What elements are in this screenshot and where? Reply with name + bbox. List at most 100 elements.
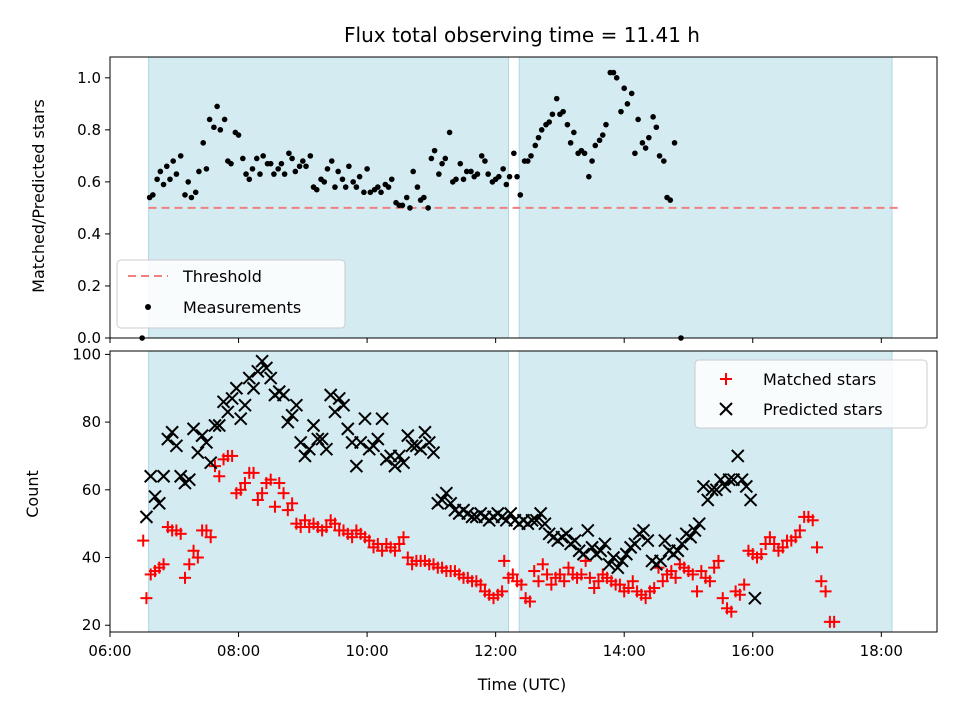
matched-star-point [256,487,269,500]
bottom-x-tick-label: 10:00 [345,642,388,660]
bottom-x-axis-label: Time (UTC) [477,675,566,694]
predicted-star-point [705,483,719,497]
matched-star-point [819,585,832,598]
predicted-star-point [401,428,415,443]
bottom-series-layer [137,354,841,628]
measurement-point [650,114,656,120]
predicted-star-point [186,422,201,436]
matched-star-point [648,581,661,594]
measurement-point [511,150,517,157]
bottom-x-tick-label: 12:00 [474,642,517,660]
matched-star-point [320,521,333,534]
matched-star-point [665,565,678,578]
matched-star-point [393,537,406,550]
measurement-point [281,171,288,177]
predicted-star-point [221,405,235,419]
measurement-point [367,189,374,196]
measurement-point [428,155,435,162]
measurement-point [628,90,635,97]
predicted-star-point [559,527,574,541]
measurement-point [300,158,306,164]
measurement-point [313,186,320,193]
matched-star-point [763,531,776,544]
matched-star-point [558,575,571,588]
predicted-star-point [731,449,745,463]
predicted-star-point [658,533,672,548]
matched-star-point [200,524,213,537]
predicted-star-point [418,425,432,439]
predicted-star-point [139,510,154,524]
matched-star-point [298,514,311,527]
predicted-star-point [341,422,355,436]
measurement-point [431,147,438,154]
measurement-point [524,158,531,164]
predicted-star-point [281,415,295,429]
predicted-star-point [259,361,274,375]
predicted-star-point [602,557,616,571]
predicted-star-point [246,381,261,395]
matched-star-point [523,595,536,608]
measurement-point [196,168,202,175]
matched-star-point [506,568,519,581]
measurement-point [635,116,641,123]
measurement-point [240,155,246,162]
measurement-point [163,163,170,170]
top-y-tick-label: 0.2 [77,277,101,295]
predicted-star-point [743,493,758,507]
measurement-point [618,108,624,115]
measurement-point [356,173,363,180]
top-measurement-points [139,69,684,341]
measurement-point [271,171,277,177]
predicted-star-point [606,550,621,565]
measurement-point [332,184,338,190]
predicted-star-point [173,469,188,483]
predicted-star-point [371,432,385,446]
matched-star-point [528,565,541,578]
predicted-star-point [413,442,428,456]
measurement-point [160,181,167,188]
matched-star-point [273,477,286,490]
predicted-star-point [709,483,724,497]
predicted-star-point [255,354,269,368]
measurement-point [581,150,588,157]
matched-star-point [183,558,196,571]
predicted-star-point [611,560,625,575]
matched-star-point [191,551,204,564]
top-y-tick-label: 0.4 [77,225,101,243]
measurement-point [328,158,335,164]
matched-star-point [708,561,721,574]
measurement-point [243,171,249,177]
matched-star-point [174,527,187,540]
predicted-star-point [332,391,346,406]
matched-star-point [226,449,239,462]
predicted-star-point [242,371,256,385]
measurement-point [399,202,406,209]
measurement-point [410,168,416,175]
measurement-point [403,194,410,201]
measurement-point [173,171,180,177]
bottom-y-tick-label: 60 [82,481,101,499]
top-y-ticks: 0.0 0.2 0.4 0.6 0.8 1.0 [77,69,110,347]
matched-star-point [656,575,669,588]
measurement-point [321,179,328,185]
measurement-point [289,155,295,162]
predicted-star-point [405,439,419,453]
matched-star-point [234,483,247,496]
predicted-star-point [439,486,454,500]
bottom-legend: Matched stars Predicted stars [694,359,928,429]
bottom-x-tick-label: 18:00 [860,642,903,660]
matched-star-point [768,537,781,550]
predicted-star-point [199,435,214,450]
measurement-point [532,142,539,149]
predicted-star-point [525,513,539,527]
measurement-point [307,153,314,159]
matched-star-point [738,578,751,591]
predicted-star-point [692,516,706,531]
matched-star-point [238,477,251,490]
bottom-panel: 20 40 60 80 100 06:00 08:00 10:00 12:00 14:00 16:… [23,345,938,694]
predicted-star-point [576,547,591,561]
top-shaded-period [518,56,893,339]
predicted-star-point [298,449,312,463]
predicted-star-point [276,388,291,402]
predicted-star-point [336,398,351,412]
